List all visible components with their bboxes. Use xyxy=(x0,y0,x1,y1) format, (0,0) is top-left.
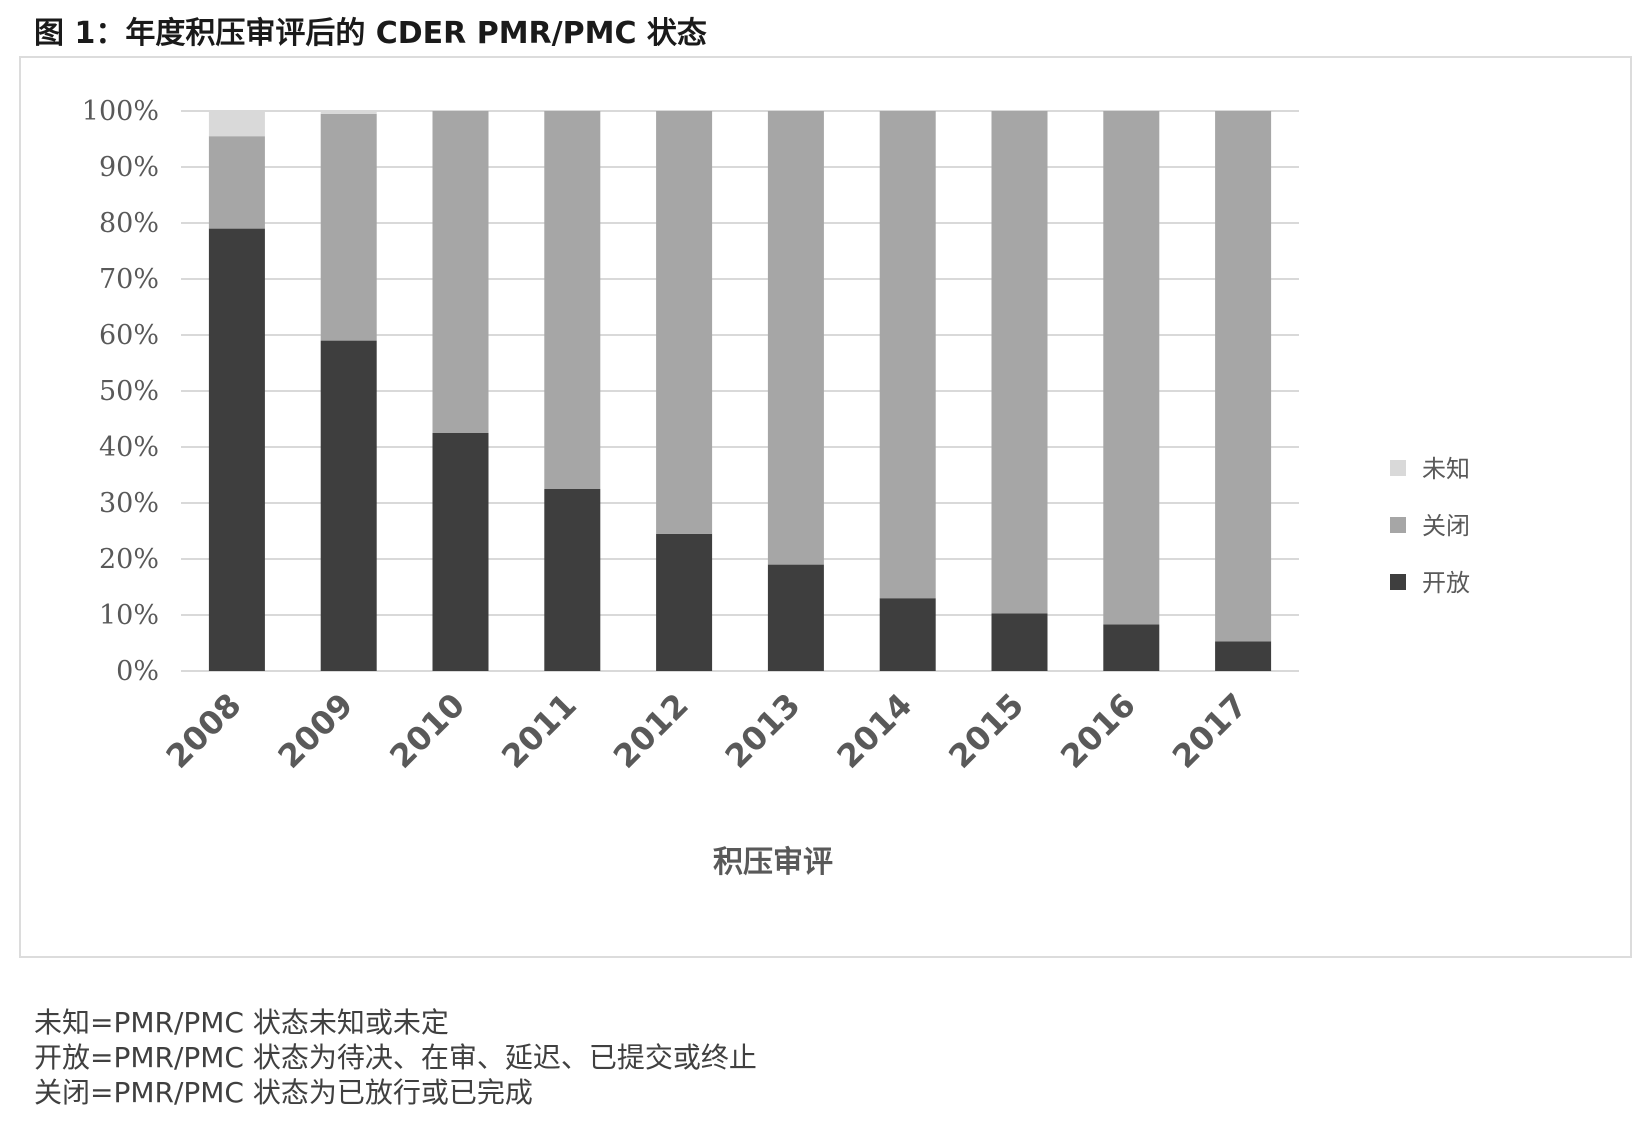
legend-swatch xyxy=(1390,517,1406,533)
y-tick-label: 100% xyxy=(82,96,159,127)
bar-segment xyxy=(544,111,601,489)
y-tick-label: 10% xyxy=(99,600,159,631)
bar-segment xyxy=(208,228,265,671)
bar-segment xyxy=(767,564,824,671)
bars xyxy=(208,111,1272,671)
bar-segment xyxy=(991,613,1048,671)
y-tick-label: 90% xyxy=(99,152,159,183)
legend-label: 关闭 xyxy=(1422,512,1470,540)
x-tick-label: 2012 xyxy=(606,686,696,776)
x-tick-label: 2011 xyxy=(494,686,584,776)
bar-segment xyxy=(656,533,713,671)
bar-segment xyxy=(544,489,601,671)
y-tick-label: 50% xyxy=(99,376,159,407)
legend-label: 开放 xyxy=(1422,569,1470,597)
bar-segment xyxy=(879,598,936,671)
note-open: 开放=PMR/PMC 状态为待决、在审、延迟、已提交或终止 xyxy=(34,1041,757,1074)
bar-segment xyxy=(1215,641,1272,671)
bar-segment xyxy=(879,111,936,599)
y-tick-label: 60% xyxy=(99,320,159,351)
bar-segment xyxy=(320,340,377,671)
bar-segment xyxy=(432,111,489,433)
x-tick-label: 2009 xyxy=(271,686,361,776)
x-tick-label: 2015 xyxy=(941,686,1031,776)
figure-notes: 未知=PMR/PMC 状态未知或未定 开放=PMR/PMC 状态为待决、在审、延… xyxy=(34,1005,757,1110)
x-axis-ticks: 2008 2009 2010 2011 2012 2013 2014 2015 2016 2017 xyxy=(159,686,1255,776)
legend-swatch xyxy=(1390,460,1406,476)
figure-title: 图 1：年度积压审评后的 CDER PMR/PMC 状态 xyxy=(34,16,707,51)
y-tick-label: 30% xyxy=(99,488,159,519)
y-tick-label: 20% xyxy=(99,544,159,575)
x-tick-label: 2014 xyxy=(830,686,920,776)
x-tick-label: 2016 xyxy=(1053,686,1143,776)
bar-segment xyxy=(432,433,489,671)
bar-segment xyxy=(320,111,377,114)
y-tick-label: 0% xyxy=(116,656,159,687)
bar-segment xyxy=(320,113,377,341)
note-unknown: 未知=PMR/PMC 状态未知或未定 xyxy=(34,1006,449,1039)
bar-segment xyxy=(656,111,713,534)
x-tick-label: 2010 xyxy=(382,686,472,776)
y-tick-label: 40% xyxy=(99,432,159,463)
stacked-bar-chart: 0%10%20%30%40%50%60%70%80%90%100% 2008 20… xyxy=(82,96,1470,880)
x-axis-label: 积压审评 xyxy=(713,845,833,880)
legend-label: 未知 xyxy=(1422,455,1470,483)
x-tick-label: 2013 xyxy=(718,686,808,776)
y-axis-ticks: 0% 10% 20% 30% 40% 50% 60% 70% 80% 90% 100% xyxy=(82,96,159,687)
note-closed: 关闭=PMR/PMC 状态为已放行或已完成 xyxy=(34,1076,533,1109)
x-tick-label: 2017 xyxy=(1165,686,1255,776)
bar-segment xyxy=(1103,624,1160,671)
legend-swatch xyxy=(1390,574,1406,590)
bar-segment xyxy=(1215,111,1272,642)
bar-segment xyxy=(208,136,265,229)
bar-segment xyxy=(767,111,824,565)
y-tick-label: 80% xyxy=(99,208,159,239)
bar-segment xyxy=(208,111,265,137)
bar-segment xyxy=(1103,111,1160,625)
x-tick-label: 2008 xyxy=(159,686,249,776)
chart-frame: 0% 10% 20% 30% 40% 50% 60% 70% 80% 90% 100% 2008 20… xyxy=(19,56,1632,958)
bar-segment xyxy=(991,111,1048,614)
y-tick-label: 70% xyxy=(99,264,159,295)
